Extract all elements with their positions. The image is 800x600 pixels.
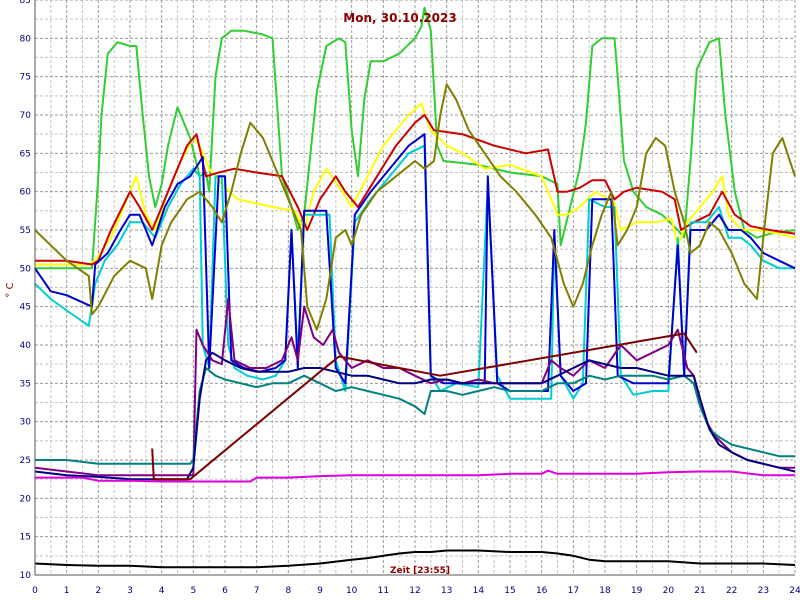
tick-labels: 0 1 2 3 4 5 6 7 8 9 10 11 12 13 14 15 16 17 18 19 20 21 22 23 24… [20, 0, 800, 596]
x-tick-label: 11 [378, 586, 389, 596]
x-tick-label: 13 [441, 586, 452, 596]
x-tick-label: 8 [285, 586, 291, 596]
x-tick-label: 24 [789, 586, 800, 596]
series-line-7 [34, 298, 795, 477]
y-tick-label: 15 [20, 533, 31, 543]
y-tick-label: 50 [20, 264, 32, 274]
series-line-1 [35, 6, 796, 270]
x-tick-label: 18 [599, 586, 611, 596]
y-tick-label: 30 [20, 418, 32, 428]
x-axis-label: Zeit [23:55] [390, 566, 450, 576]
series-line-8 [35, 367, 795, 465]
x-tick-label: 7 [254, 586, 260, 596]
x-tick-label: 6 [222, 586, 228, 596]
y-tick-label: 55 [20, 226, 31, 236]
x-tick-label: 16 [536, 586, 548, 596]
grid-lines [34, 0, 796, 576]
x-tick-label: 2 [95, 586, 101, 596]
y-tick-label: 45 [20, 303, 31, 313]
y-tick-label: 25 [20, 456, 31, 466]
x-tick-label: 10 [346, 586, 358, 596]
y-tick-label: 35 [20, 379, 31, 389]
y-tick-label: 20 [20, 494, 32, 504]
x-tick-label: 9 [317, 586, 323, 596]
y-tick-label: 70 [20, 111, 32, 121]
chart-title: Mon, 30.10.2023 [343, 11, 456, 25]
y-tick-label: 65 [20, 149, 31, 159]
axes [34, 0, 795, 576]
series-line-5 [34, 133, 796, 392]
y-tick-label: 40 [20, 341, 32, 351]
x-tick-label: 14 [473, 586, 485, 596]
series-line-12 [34, 549, 796, 569]
series-line-11 [35, 469, 795, 483]
y-tick-label: 60 [20, 188, 32, 198]
series-line-3 [35, 114, 796, 266]
series-line-6 [34, 83, 796, 331]
x-tick-label: 23 [758, 586, 769, 596]
series-lines [34, 6, 796, 569]
x-tick-label: 15 [504, 586, 515, 596]
x-tick-label: 5 [190, 586, 196, 596]
y-tick-label: 10 [20, 571, 32, 581]
y-tick-label: 80 [20, 34, 32, 44]
x-tick-label: 0 [32, 586, 38, 596]
series-line-4 [34, 144, 795, 400]
x-tick-label: 22 [726, 586, 737, 596]
x-tick-label: 17 [568, 586, 579, 596]
y-tick-label: 75 [20, 73, 31, 83]
x-tick-label: 1 [64, 586, 70, 596]
series-line-10 [151, 332, 698, 481]
x-tick-label: 3 [127, 586, 133, 596]
y-tick-label: 85 [20, 0, 31, 6]
x-tick-label: 12 [409, 586, 420, 596]
x-tick-label: 20 [663, 586, 675, 596]
series-line-9 [34, 351, 796, 481]
y-axis-label: ° C [5, 282, 16, 297]
x-tick-label: 4 [159, 586, 165, 596]
x-tick-label: 21 [694, 586, 705, 596]
x-tick-label: 19 [631, 586, 643, 596]
